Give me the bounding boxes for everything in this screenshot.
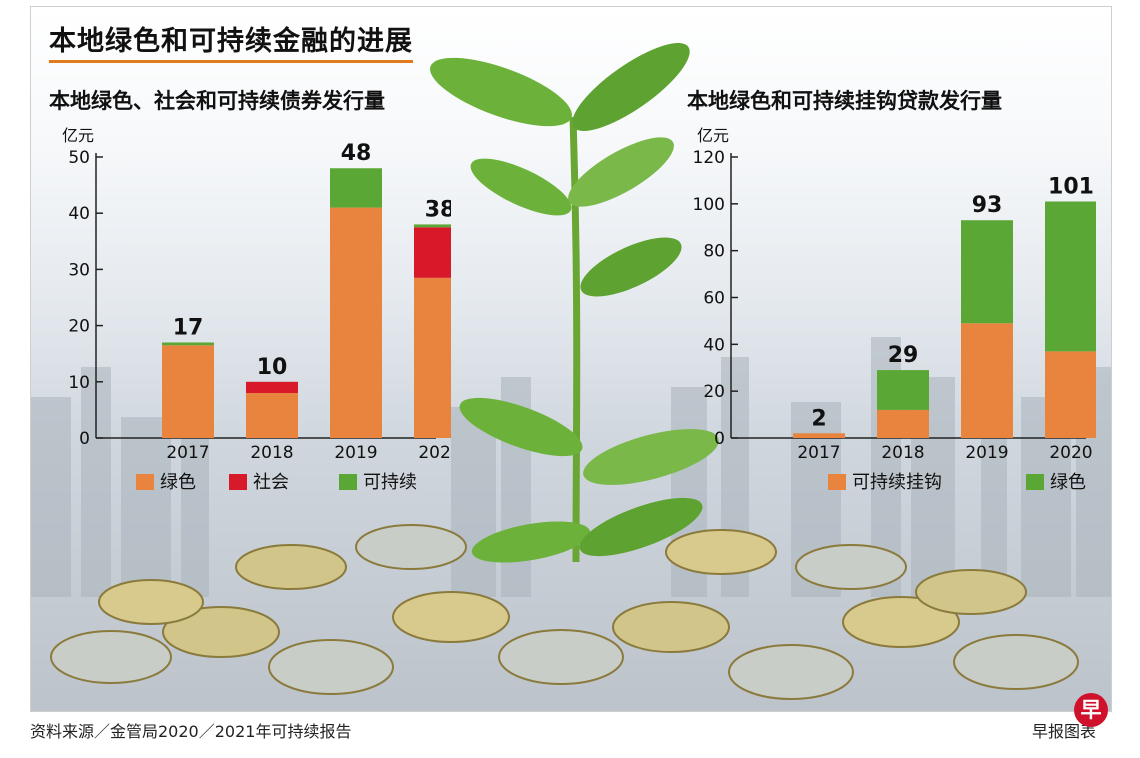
- bar-segment: [330, 168, 382, 208]
- x-tick-label: 2019: [965, 443, 1008, 463]
- bar-segment: [246, 381, 298, 394]
- bar-total-label: 93: [972, 193, 1003, 218]
- bar-segment: [246, 393, 298, 438]
- infographic-panel: 本地绿色和可持续金融的进展 本地绿色、社会和可持续债券发行量 本地绿色和可持续挂…: [30, 6, 1112, 712]
- left-chart-title: 本地绿色、社会和可持续债券发行量: [49, 89, 385, 113]
- bar-segment: [414, 224, 451, 228]
- y-tick-label: 20: [68, 317, 90, 337]
- y-tick-label: 30: [68, 260, 90, 280]
- loans-chart: 亿元 0 20 40 60 80 100 120 2 2017 29 2018 93 2019 101 202…: [693, 126, 1096, 493]
- legend-swatch: [1026, 474, 1044, 490]
- y-tick-label: 120: [693, 148, 725, 168]
- coin-pile: [50, 524, 1079, 700]
- bar-total-label: 101: [1048, 174, 1094, 199]
- y-tick-label: 20: [703, 382, 725, 402]
- y-tick-label: 80: [703, 242, 725, 262]
- bonds-chart: 亿元 0 10 20 30 40 50 17 2017 10 2018 48 2019 38 2020 绿色 社…: [62, 126, 451, 493]
- bar-segment: [877, 370, 929, 410]
- bar-total-label: 38: [425, 197, 451, 222]
- credit-note: 早报图表: [1032, 722, 1097, 741]
- y-unit-label: 亿元: [697, 126, 729, 145]
- y-tick-label: 0: [714, 429, 725, 449]
- bar-segment: [1045, 351, 1096, 438]
- x-tick-label: 2019: [334, 443, 377, 463]
- zaobao-logo: 早: [1074, 693, 1108, 727]
- legend-swatch: [339, 474, 357, 490]
- legend-label: 可持续: [363, 472, 417, 493]
- legend-label: 绿色: [160, 472, 196, 493]
- bar-segment: [1045, 201, 1096, 352]
- y-tick-label: 40: [703, 335, 725, 355]
- y-tick-label: 10: [68, 373, 90, 393]
- page-title: 本地绿色和可持续金融的进展: [49, 19, 413, 63]
- legend-label: 绿色: [1050, 472, 1086, 493]
- bar-segment: [414, 277, 451, 438]
- legend-swatch: [828, 474, 846, 490]
- bar-total-label: 10: [257, 355, 288, 380]
- legend-label: 可持续挂钩: [852, 472, 942, 493]
- x-tick-label: 2017: [166, 443, 209, 463]
- bar-total-label: 2: [811, 406, 826, 431]
- bar-total-label: 17: [173, 315, 204, 340]
- bar-total-label: 48: [341, 141, 372, 166]
- bar-segment: [793, 433, 845, 438]
- x-tick-label: 2018: [250, 443, 293, 463]
- y-tick-label: 50: [68, 148, 90, 168]
- x-tick-label: 2020: [1049, 443, 1092, 463]
- bar-segment: [162, 342, 214, 346]
- plant-sprout: [430, 42, 719, 563]
- bar-segment: [162, 345, 214, 438]
- y-tick-label: 100: [693, 195, 725, 215]
- bar-segment: [877, 409, 929, 438]
- y-tick-label: 0: [79, 429, 90, 449]
- bar-segment: [414, 227, 451, 278]
- bar-segment: [330, 207, 382, 438]
- right-chart-title: 本地绿色和可持续挂钩贷款发行量: [687, 89, 1002, 113]
- legend-swatch: [136, 474, 154, 490]
- bar-segment: [961, 220, 1013, 324]
- source-note: 资料来源／金管局2020／2021年可持续报告: [30, 722, 352, 741]
- legend-swatch: [229, 474, 247, 490]
- y-tick-label: 60: [703, 289, 725, 309]
- legend-label: 社会: [253, 472, 289, 493]
- x-tick-label: 2020: [418, 443, 451, 463]
- y-unit-label: 亿元: [62, 126, 94, 145]
- x-tick-label: 2017: [797, 443, 840, 463]
- bar-segment: [961, 323, 1013, 438]
- x-tick-label: 2018: [881, 443, 924, 463]
- bar-total-label: 29: [888, 343, 919, 368]
- y-tick-label: 40: [68, 204, 90, 224]
